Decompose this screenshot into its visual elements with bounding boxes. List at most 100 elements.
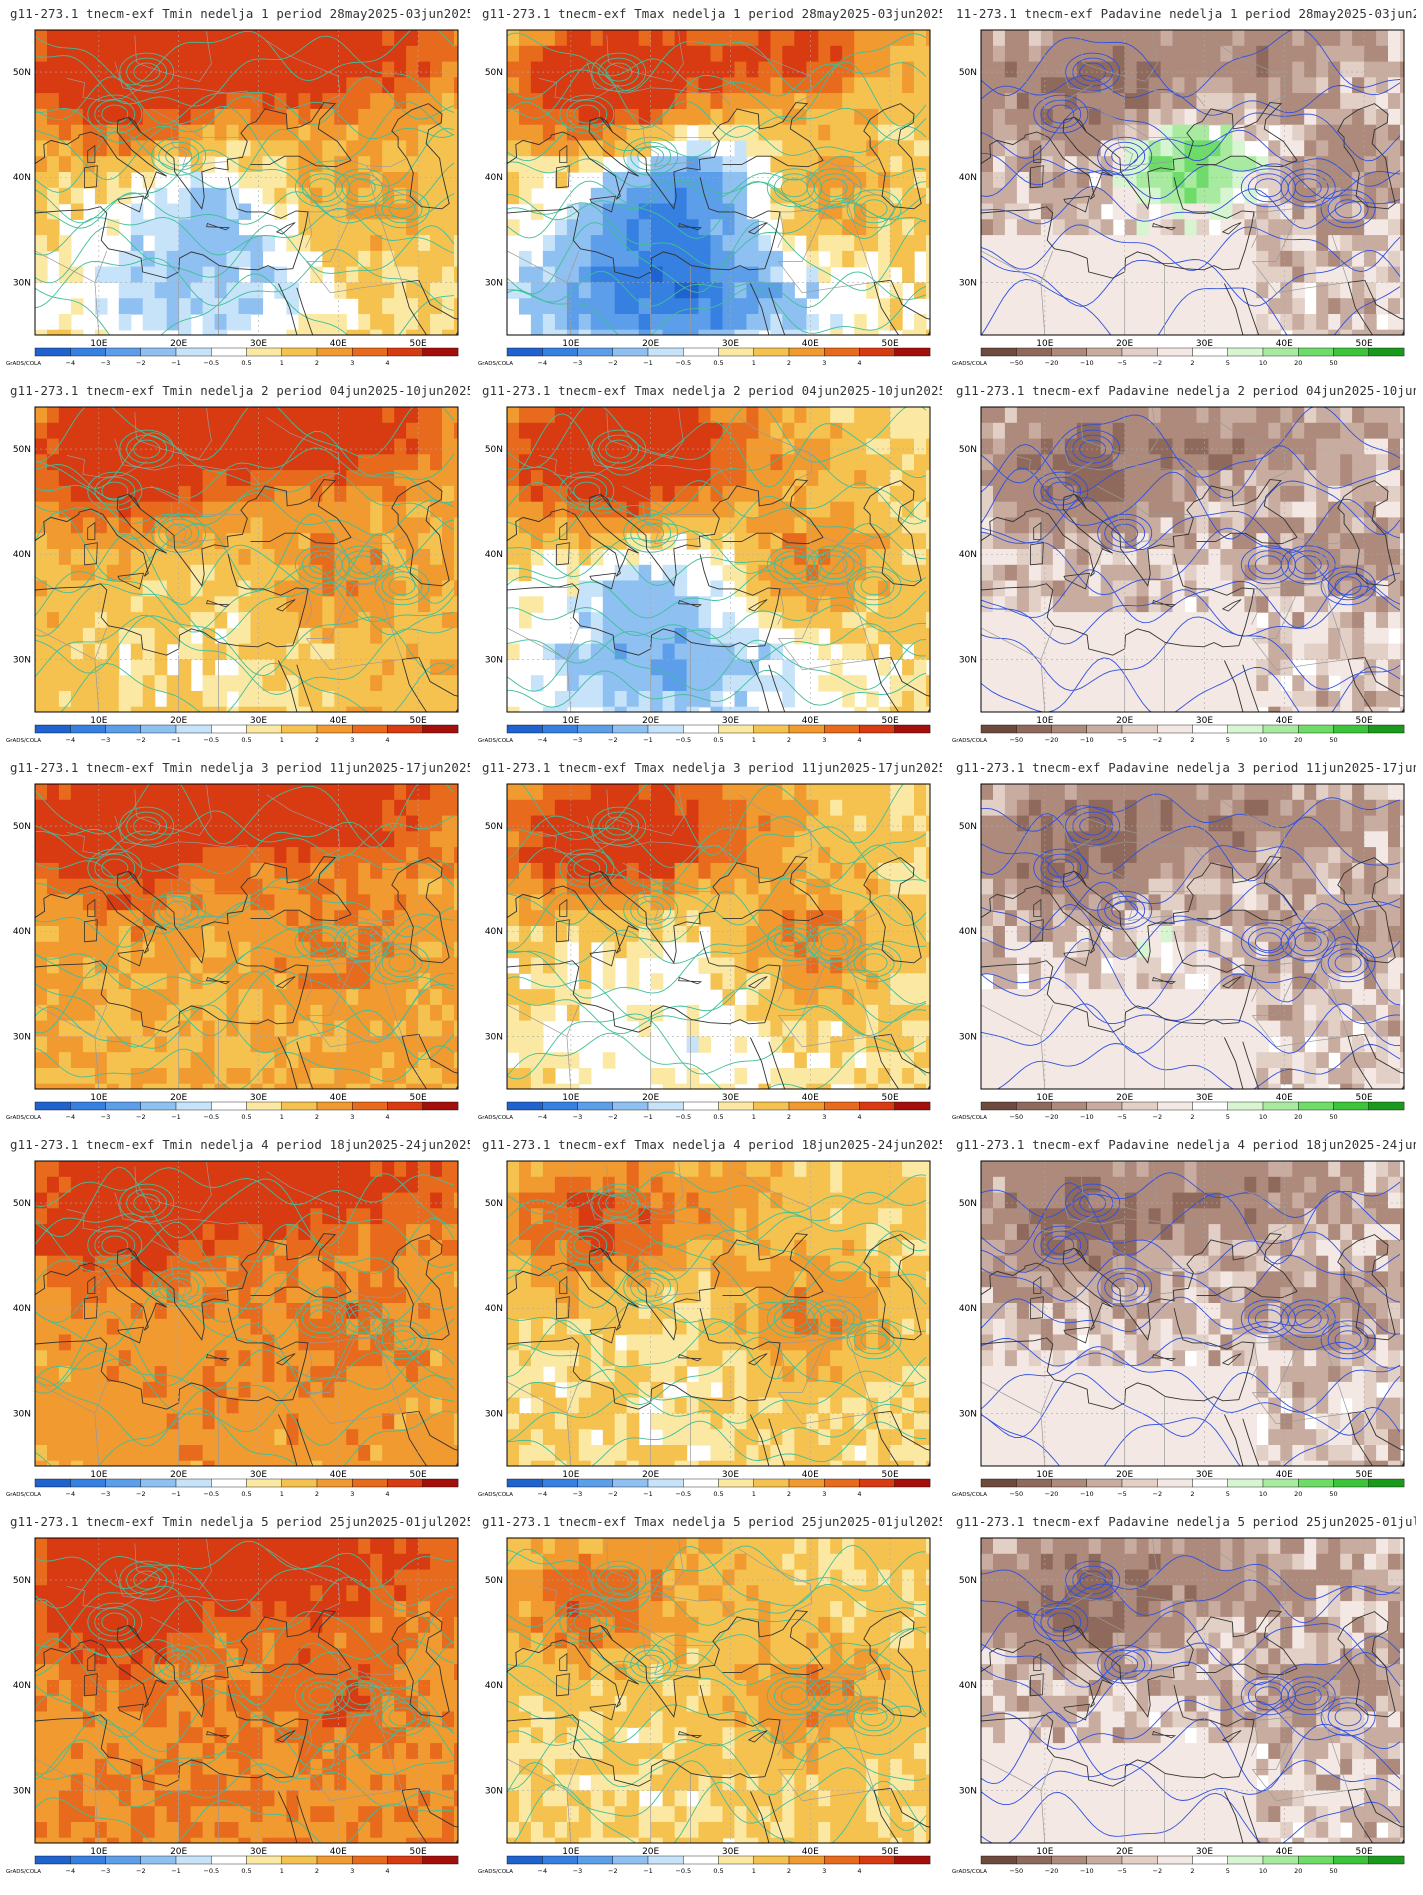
colorbar-swatch — [647, 1855, 684, 1865]
colorbar-tick: 4 — [385, 1490, 389, 1498]
coastlines — [35, 785, 458, 1089]
colorbar-swatch — [281, 1101, 318, 1111]
coastlines — [507, 1162, 930, 1466]
source-label: GrADS/COLA — [952, 361, 987, 367]
lon-label: 20E — [642, 1470, 659, 1480]
colorbar: −4 −3 −2 −1 −0.5 0.5 1 2 3 4 — [506, 1478, 931, 1498]
colorbar-tick: −1 — [171, 359, 181, 367]
colorbar-swatch — [281, 724, 318, 734]
colorbar-tick: −10 — [1080, 1113, 1094, 1121]
colorbar-swatch — [1016, 724, 1052, 734]
colorbar-swatch — [612, 1478, 649, 1488]
source-label: GrADS/COLA — [478, 1492, 513, 1498]
panel-title: g11-273.1 tnecm-exf Padavine nedelja 4 p… — [956, 1137, 1416, 1152]
colorbar-swatch — [894, 1478, 931, 1488]
coastlines — [507, 408, 930, 712]
coastlines — [981, 1162, 1404, 1466]
lon-label: 50E — [1356, 1847, 1373, 1857]
lat-label: 50N — [959, 822, 977, 832]
colorbar-tick: −3 — [101, 359, 111, 367]
lat-label: 30N — [959, 278, 977, 288]
colorbar-swatch — [70, 1478, 106, 1488]
colorbar-swatch — [246, 724, 282, 734]
colorbar-swatch — [1157, 1855, 1193, 1865]
colorbar-swatch — [1051, 1478, 1087, 1488]
colorbar-swatch — [1086, 724, 1123, 734]
lon-label: 30E — [722, 339, 739, 349]
colorbar-swatch — [1051, 1855, 1087, 1865]
colorbar-tick: −2 — [136, 1490, 146, 1498]
colorbar-tick: 4 — [857, 359, 861, 367]
colorbar-tick: 10 — [1259, 1113, 1267, 1121]
coastlines — [35, 1162, 458, 1466]
lon-label: 20E — [170, 1093, 187, 1103]
panel-title: g11-273.1 tnecm-exf Padavine nedelja 5 p… — [956, 1514, 1416, 1529]
colorbar-tick: −0.5 — [203, 1113, 219, 1121]
lon-label: 50E — [410, 1093, 427, 1103]
map-panel: g11-273.1 tnecm-exf Tmin nedelja 5 perio… — [0, 1508, 470, 1885]
colorbar-tick: −3 — [573, 736, 583, 744]
colorbar-swatch — [70, 1855, 106, 1865]
colorbar-swatch — [683, 724, 719, 734]
colorbar-tick: 3 — [822, 1113, 826, 1121]
colorbar-swatch — [1192, 1855, 1228, 1865]
map-panel: g11-273.1 tnecm-exf Tmin nedelja 2 perio… — [0, 377, 470, 754]
colorbar-tick: −0.5 — [203, 1867, 219, 1875]
colorbar-tick: 0.5 — [713, 1113, 723, 1121]
colorbar-swatch — [34, 347, 71, 357]
colorbar-swatch — [506, 347, 543, 357]
lat-label: 40N — [13, 1681, 31, 1691]
colorbar-swatch — [140, 1855, 177, 1865]
lon-label: 20E — [1116, 1093, 1133, 1103]
colorbar-tick: −2 — [608, 1113, 618, 1121]
colorbar-swatch — [1368, 1478, 1405, 1488]
colorbar-tick: 4 — [857, 1113, 861, 1121]
lon-label: 50E — [882, 1470, 899, 1480]
colorbar-swatch — [980, 1855, 1017, 1865]
colorbar-swatch — [753, 724, 790, 734]
lat-label: 30N — [13, 655, 31, 665]
colorbar-swatch — [140, 1101, 177, 1111]
colorbar-swatch — [683, 1101, 719, 1111]
colorbar: −50 −20 −10 −5 −2 2 5 10 20 50 — [980, 724, 1405, 744]
colorbar-swatch — [1086, 1101, 1123, 1111]
colorbar-tick: −0.5 — [203, 359, 219, 367]
lon-label: 30E — [250, 1847, 267, 1857]
colorbar-tick: 10 — [1259, 1490, 1267, 1498]
lat-label: 40N — [13, 173, 31, 183]
colorbar-tick: −4 — [538, 1113, 548, 1121]
colorbar-tick: 4 — [857, 736, 861, 744]
colorbar: −50 −20 −10 −5 −2 2 5 10 20 50 — [980, 1855, 1405, 1875]
colorbar-tick: 4 — [857, 1867, 861, 1875]
lon-label: 30E — [1196, 339, 1213, 349]
lat-label: 50N — [485, 1199, 503, 1209]
colorbar-swatch — [1086, 347, 1123, 357]
colorbar-swatch — [683, 347, 719, 357]
lat-label: 50N — [959, 1199, 977, 1209]
lon-label: 10E — [562, 1847, 579, 1857]
colorbar-swatch — [859, 347, 895, 357]
colorbar-swatch — [387, 1855, 423, 1865]
colorbar-swatch — [1262, 1478, 1299, 1488]
colorbar-tick: −2 — [1153, 1490, 1163, 1498]
colorbar-tick: −20 — [1045, 359, 1059, 367]
map-panel: g11-273.1 tnecm-exf Tmin nedelja 3 perio… — [0, 754, 470, 1131]
colorbar-tick: −20 — [1045, 1113, 1059, 1121]
colorbar: −50 −20 −10 −5 −2 2 5 10 20 50 — [980, 347, 1405, 367]
colorbar-tick: −50 — [1009, 736, 1023, 744]
colorbar-tick: −2 — [136, 1867, 146, 1875]
lat-label: 30N — [13, 1032, 31, 1042]
colorbar-swatch — [1192, 724, 1228, 734]
lon-label: 50E — [1356, 1470, 1373, 1480]
colorbar-tick: 5 — [1226, 359, 1230, 367]
colorbar-swatch — [1121, 1478, 1158, 1488]
colorbar-tick: −0.5 — [675, 1867, 691, 1875]
colorbar-swatch — [387, 347, 423, 357]
colorbar-swatch — [718, 1478, 754, 1488]
lon-label: 30E — [250, 1470, 267, 1480]
colorbar-swatch — [211, 724, 247, 734]
colorbar-swatch — [1333, 1101, 1369, 1111]
colorbar-tick: −10 — [1080, 736, 1094, 744]
lon-label: 30E — [250, 716, 267, 726]
colorbar-tick: 1 — [752, 359, 756, 367]
